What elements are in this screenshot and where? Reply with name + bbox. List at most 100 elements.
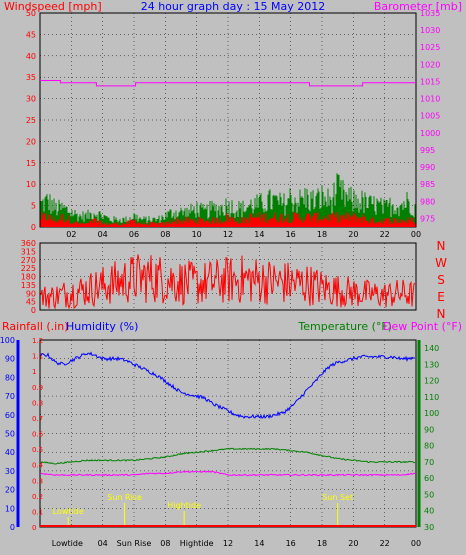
right-tick-label: 1015 xyxy=(420,77,440,86)
wind-barometer-panel: 0510152025303540455097598098599099510001… xyxy=(4,0,462,239)
event-label: Sun Set xyxy=(322,493,353,502)
x-tick-label: 10 xyxy=(192,230,202,239)
left-axis-label: Windspeed [mph] xyxy=(4,0,102,13)
right-tick-label: 980 xyxy=(420,197,435,206)
rain-tick-label: 0.6 xyxy=(32,431,44,439)
x-tick-label: 18 xyxy=(317,230,327,239)
event-label: Sun Rise xyxy=(107,493,142,502)
left-tick-label: 30 xyxy=(26,95,36,104)
y-tick-label: 315 xyxy=(21,247,36,256)
humidity-tick-label: 90 xyxy=(5,355,15,364)
y-tick-label: 270 xyxy=(21,256,36,265)
dewpoint-axis-label: Dew Point (°F) xyxy=(383,320,462,333)
temp-tick-label: 40 xyxy=(424,507,434,516)
x-tick-label: 12 xyxy=(223,539,233,548)
compass-label: N xyxy=(437,307,446,321)
x-tick-label: 18 xyxy=(317,539,327,548)
x-tick-label: 20 xyxy=(348,539,358,548)
x-tick-label: 22 xyxy=(380,230,390,239)
right-tick-label: 1005 xyxy=(420,112,440,121)
y-tick-label: 180 xyxy=(21,273,36,282)
x-tick-label: Lowtide xyxy=(52,539,83,548)
temp-tick-label: 120 xyxy=(424,377,439,386)
event-label: Hightide xyxy=(167,501,201,510)
left-tick-label: 35 xyxy=(26,73,36,82)
right-tick-label: 1010 xyxy=(420,95,440,104)
x-tick-label: 08 xyxy=(160,539,170,548)
x-tick-label: Hightide xyxy=(180,539,214,548)
humidity-tick-label: 70 xyxy=(5,392,15,401)
series-windspeed xyxy=(40,211,416,227)
rain-tick-label: 0 xyxy=(32,524,36,532)
temp-tick-label: 60 xyxy=(424,474,434,483)
temp-tick-label: 90 xyxy=(424,425,434,434)
event-label: Lowtide xyxy=(53,507,84,516)
y-tick-label: 90 xyxy=(26,289,36,298)
temp-tick-label: 80 xyxy=(424,442,434,451)
right-tick-label: 1030 xyxy=(420,26,440,35)
right-tick-label: 1035 xyxy=(420,9,440,18)
left-tick-label: 50 xyxy=(26,9,36,18)
right-tick-label: 1020 xyxy=(420,60,440,69)
humidity-tick-label: 20 xyxy=(5,486,15,495)
series-barometer xyxy=(40,80,416,87)
y-tick-label: 135 xyxy=(21,281,36,290)
compass-label: N xyxy=(437,239,446,253)
rain-tick-label: 1.1 xyxy=(32,353,43,361)
rain-tick-label: 1.2 xyxy=(32,337,43,345)
temp-humidity-panel: 010203040506070809010000.10.20.30.40.50.… xyxy=(0,320,462,548)
rain-tick-label: 0.5 xyxy=(32,446,43,454)
temp-tick-label: 70 xyxy=(424,458,434,467)
compass-label: E xyxy=(437,290,445,304)
right-tick-label: 985 xyxy=(420,180,435,189)
x-tick-label: 00 xyxy=(411,539,421,548)
x-tick-label: 16 xyxy=(286,539,296,548)
rain-tick-label: 0.1 xyxy=(32,508,43,516)
humidity-tick-label: 60 xyxy=(5,411,15,420)
right-tick-label: 990 xyxy=(420,163,435,172)
rain-tick-label: 0.9 xyxy=(32,384,43,392)
x-tick-label: 02 xyxy=(66,230,76,239)
rain-tick-label: 0.7 xyxy=(32,415,43,423)
humidity-tick-label: 0 xyxy=(10,523,15,532)
x-tick-label: 04 xyxy=(98,230,108,239)
x-tick-label: 22 xyxy=(380,539,390,548)
rain-axis-label: Rainfall (.in) xyxy=(2,320,69,333)
title: 24 hour graph day : 15 May 2012 xyxy=(141,0,326,13)
left-tick-label: 20 xyxy=(26,137,36,146)
x-tick-label: 20 xyxy=(348,230,358,239)
series-wind-direction xyxy=(40,254,416,310)
left-tick-label: 0 xyxy=(31,223,36,232)
y-tick-label: 360 xyxy=(21,239,36,248)
temp-axis-label: Temperature (°F) xyxy=(297,320,392,333)
rain-tick-label: 0.4 xyxy=(32,462,44,470)
humidity-tick-label: 50 xyxy=(5,430,15,439)
humidity-tick-label: 40 xyxy=(5,448,15,457)
humidity-tick-label: 80 xyxy=(5,373,15,382)
y-tick-label: 45 xyxy=(26,298,36,307)
rain-tick-label: 0.3 xyxy=(32,477,43,485)
right-axis-label: Barometer [mb] xyxy=(374,0,462,13)
series-temperature xyxy=(40,447,415,465)
humidity-axis-label: Humidity (%) xyxy=(66,320,138,333)
rain-tick-label: 0.8 xyxy=(32,399,43,407)
right-tick-label: 1000 xyxy=(420,129,440,138)
series-dewpoint xyxy=(40,470,416,477)
left-tick-label: 10 xyxy=(26,180,36,189)
right-tick-label: 1025 xyxy=(420,43,440,52)
x-tick-label: 08 xyxy=(160,230,170,239)
temp-tick-label: 110 xyxy=(424,393,439,402)
temp-tick-label: 50 xyxy=(424,490,434,499)
x-tick-label: 14 xyxy=(254,230,264,239)
x-tick-label: 04 xyxy=(98,539,108,548)
x-tick-label: 00 xyxy=(411,230,421,239)
humidity-tick-label: 100 xyxy=(0,336,15,345)
temp-tick-label: 30 xyxy=(424,523,434,532)
humidity-tick-label: 30 xyxy=(5,467,15,476)
temp-tick-label: 130 xyxy=(424,360,439,369)
y-tick-label: 0 xyxy=(31,306,36,315)
left-tick-label: 5 xyxy=(31,202,36,211)
x-tick-label: 12 xyxy=(223,230,233,239)
